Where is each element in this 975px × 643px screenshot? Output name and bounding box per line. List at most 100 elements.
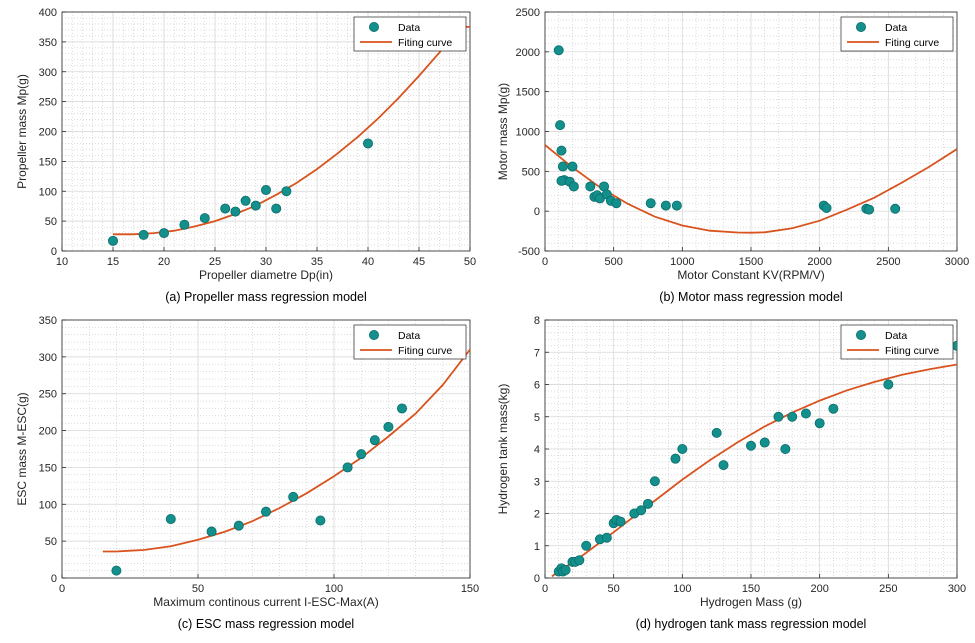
data-point xyxy=(643,498,654,509)
data-point xyxy=(158,228,169,239)
data-point xyxy=(233,520,244,531)
x-tick-label: 0 xyxy=(542,256,548,268)
x-tick-label: 35 xyxy=(311,256,323,268)
y-axis-label: ESC mass M-ESC(g) xyxy=(15,392,29,505)
data-point xyxy=(557,161,568,172)
x-tick-label: 1000 xyxy=(670,256,694,268)
data-point xyxy=(671,200,682,211)
x-tick-label: 30 xyxy=(260,256,272,268)
data-point xyxy=(759,437,770,448)
data-point xyxy=(660,200,671,211)
x-axis-label: Maximum continous current I-ESC-Max(A) xyxy=(153,595,378,609)
data-point xyxy=(787,411,798,422)
data-point xyxy=(746,440,757,451)
data-point xyxy=(814,418,825,429)
y-tick-label: -500 xyxy=(518,246,540,258)
y-tick-label: 50 xyxy=(45,536,57,548)
x-tick-label: 25 xyxy=(209,256,221,268)
y-tick-label: 0 xyxy=(51,573,57,585)
x-tick-label: 50 xyxy=(464,256,476,268)
data-point xyxy=(362,138,373,149)
data-point xyxy=(553,45,564,56)
fit-curve-line xyxy=(551,363,957,578)
y-tick-label: 8 xyxy=(534,315,540,327)
y-tick-label: 0 xyxy=(534,206,540,218)
legend-label-data: Data xyxy=(398,330,420,342)
data-layer xyxy=(551,340,957,578)
data-point xyxy=(773,411,784,422)
chart-panel-4: 0 50 100 150 200 250 300 0 1 2 3 4 5 6 7 8 Hydrogen Mass… xyxy=(496,315,966,631)
data-point xyxy=(260,185,271,196)
x-axis-label: Propeller diametre Dp(in) xyxy=(199,268,333,282)
y-tick-label: 350 xyxy=(39,315,57,327)
data-point xyxy=(718,460,729,471)
y-tick-label: 7 xyxy=(534,347,540,359)
data-point xyxy=(711,427,722,438)
data-point xyxy=(369,435,380,446)
y-tick-label: 0 xyxy=(51,246,57,258)
panel-caption: (d) hydrogen tank mass regression model xyxy=(636,617,867,631)
panel-caption: (c) ESC mass regression model xyxy=(178,617,354,631)
y-axis-label: Propeller mass Mp(g) xyxy=(15,74,29,189)
data-point xyxy=(250,200,261,211)
chart-panel-2: 0 500 1000 1500 2000 2500 3000-500050010001500… xyxy=(496,7,969,304)
y-tick-label: 0 xyxy=(534,573,540,585)
legend-label-data: Data xyxy=(398,22,420,34)
data-point xyxy=(281,186,292,197)
y-tick-label: 1 xyxy=(534,541,540,553)
data-point xyxy=(611,198,622,209)
data-point xyxy=(780,443,791,454)
data-point xyxy=(556,145,567,156)
x-tick-label: 0 xyxy=(59,583,65,595)
data-point xyxy=(800,408,811,419)
y-tick-label: 150 xyxy=(39,462,57,474)
data-point xyxy=(356,449,367,460)
data-point xyxy=(240,195,251,206)
y-tick-label: 100 xyxy=(39,499,57,511)
data-point xyxy=(271,203,282,214)
y-tick-label: 150 xyxy=(39,156,57,168)
y-tick-label: 400 xyxy=(39,7,57,19)
data-point xyxy=(670,453,681,464)
y-tick-label: 200 xyxy=(39,426,57,438)
axes-box xyxy=(61,319,471,579)
data-point xyxy=(883,379,894,390)
legend-marker-data xyxy=(368,329,379,340)
legend-marker-data xyxy=(856,329,867,340)
data-point xyxy=(560,564,571,575)
data-point xyxy=(199,213,210,224)
chart-panel-1: 10 15 20 25 30 35 40 45 50 0 50 100 150 200 250 300 350 4… xyxy=(15,7,476,304)
panel-caption: (a) Propeller mass regression model xyxy=(165,290,366,304)
data-point xyxy=(396,403,407,414)
data-point xyxy=(828,403,839,414)
fit-curve-line xyxy=(545,144,957,234)
legend-label-data: Data xyxy=(885,330,907,342)
y-tick-label: 500 xyxy=(522,166,540,178)
legend: Data Fiting curve xyxy=(840,16,954,52)
data-point xyxy=(615,516,626,527)
data-point xyxy=(315,515,326,526)
x-tick-label: 50 xyxy=(192,583,204,595)
data-point xyxy=(636,505,647,516)
data-point xyxy=(567,161,578,172)
data-point xyxy=(645,198,656,209)
data-point xyxy=(649,476,660,487)
x-tick-label: 45 xyxy=(413,256,425,268)
data-point xyxy=(220,203,231,214)
data-point xyxy=(206,526,217,537)
y-tick-label: 2000 xyxy=(516,47,540,59)
data-point xyxy=(138,229,149,240)
legend-label-fit: Fiting curve xyxy=(398,37,452,49)
x-tick-label: 200 xyxy=(810,583,828,595)
data-point xyxy=(821,202,832,213)
data-layer xyxy=(102,348,470,576)
x-tick-label: 0 xyxy=(542,583,548,595)
x-tick-label: 2000 xyxy=(807,256,831,268)
data-point xyxy=(864,204,875,215)
y-tick-label: 1500 xyxy=(516,87,540,99)
data-point xyxy=(230,206,241,217)
data-point xyxy=(677,443,688,454)
y-tick-label: 200 xyxy=(39,127,57,139)
legend-label-data: Data xyxy=(885,22,907,34)
legend-label-fit: Fiting curve xyxy=(885,37,939,49)
